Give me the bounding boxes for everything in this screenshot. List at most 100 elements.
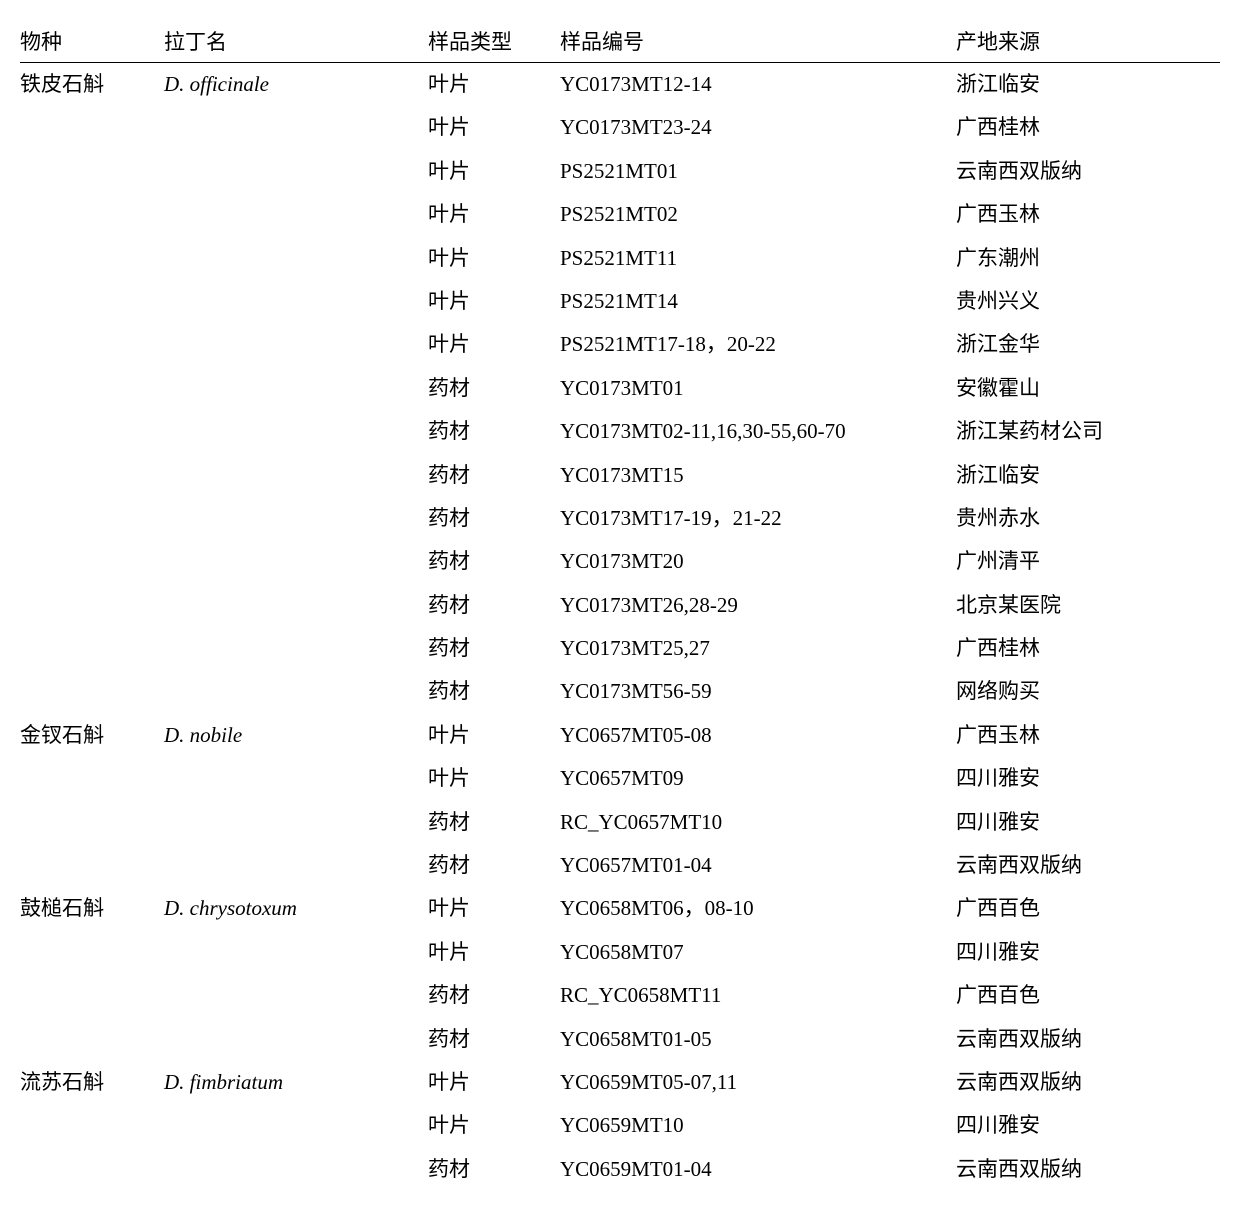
cell-latin — [164, 497, 428, 540]
cell-sample-type: 药材 — [428, 1148, 560, 1191]
cell-sample-id: PS2521MT14 — [560, 280, 956, 323]
table-row: 叶片PS2521MT01云南西双版纳 — [20, 150, 1220, 193]
cell-origin: 贵州兴义 — [956, 280, 1220, 323]
cell-sample-id: YC0658MT06，08-10 — [560, 887, 956, 930]
cell-origin: 广州清平 — [956, 540, 1220, 583]
cell-sample-id: YC0657MT09 — [560, 757, 956, 800]
cell-sample-id: YC0173MT12-14 — [560, 63, 956, 107]
cell-species: 流苏石斛 — [20, 1061, 164, 1104]
cell-sample-type: 叶片 — [428, 1061, 560, 1104]
table-row: 药材YC0173MT01安徽霍山 — [20, 367, 1220, 410]
cell-latin — [164, 1018, 428, 1061]
cell-sample-id: YC0173MT25,27 — [560, 627, 956, 670]
table-row: 药材YC0173MT56-59网络购买 — [20, 670, 1220, 713]
header-sample-type: 样品类型 — [428, 20, 560, 63]
cell-latin — [164, 931, 428, 974]
cell-origin: 浙江某药材公司 — [956, 410, 1220, 453]
cell-origin: 广西百色 — [956, 887, 1220, 930]
header-origin: 产地来源 — [956, 20, 1220, 63]
cell-species — [20, 454, 164, 497]
cell-latin — [164, 367, 428, 410]
header-sample-id: 样品编号 — [560, 20, 956, 63]
cell-species: 铁皮石斛 — [20, 63, 164, 107]
table-row: 药材YC0658MT01-05云南西双版纳 — [20, 1018, 1220, 1061]
cell-sample-type: 药材 — [428, 454, 560, 497]
cell-species — [20, 931, 164, 974]
cell-sample-type: 药材 — [428, 801, 560, 844]
cell-sample-id: YC0173MT20 — [560, 540, 956, 583]
cell-sample-type: 叶片 — [428, 931, 560, 974]
cell-sample-id: YC0658MT07 — [560, 931, 956, 974]
table-row: 药材YC0173MT02-11,16,30-55,60-70浙江某药材公司 — [20, 410, 1220, 453]
cell-species — [20, 1018, 164, 1061]
cell-species — [20, 367, 164, 410]
cell-sample-id: PS2521MT02 — [560, 193, 956, 236]
cell-sample-id: YC0657MT01-04 — [560, 844, 956, 887]
table-row: 药材YC0173MT17-19，21-22贵州赤水 — [20, 497, 1220, 540]
cell-sample-id: YC0173MT26,28-29 — [560, 584, 956, 627]
cell-sample-type: 药材 — [428, 410, 560, 453]
cell-sample-type: 药材 — [428, 540, 560, 583]
cell-sample-type: 药材 — [428, 1018, 560, 1061]
cell-sample-id: YC0173MT01 — [560, 367, 956, 410]
cell-sample-id: YC0659MT10 — [560, 1104, 956, 1147]
cell-sample-id: YC0658MT01-05 — [560, 1018, 956, 1061]
cell-sample-type: 叶片 — [428, 237, 560, 280]
cell-species — [20, 584, 164, 627]
table-row: 药材RC_YC0658MT11广西百色 — [20, 974, 1220, 1017]
cell-species — [20, 757, 164, 800]
cell-species: 鼓槌石斛 — [20, 887, 164, 930]
cell-species — [20, 280, 164, 323]
table-body: 铁皮石斛D. officinale叶片YC0173MT12-14浙江临安叶片YC… — [20, 63, 1220, 1192]
cell-species — [20, 193, 164, 236]
cell-origin: 云南西双版纳 — [956, 150, 1220, 193]
cell-origin: 安徽霍山 — [956, 367, 1220, 410]
cell-species — [20, 150, 164, 193]
table-row: 叶片PS2521MT17-18，20-22浙江金华 — [20, 323, 1220, 366]
cell-sample-type: 药材 — [428, 844, 560, 887]
cell-species — [20, 844, 164, 887]
cell-latin — [164, 670, 428, 713]
cell-sample-id: YC0173MT23-24 — [560, 106, 956, 149]
cell-sample-id: YC0659MT01-04 — [560, 1148, 956, 1191]
cell-sample-id: RC_YC0657MT10 — [560, 801, 956, 844]
cell-sample-id: YC0173MT02-11,16,30-55,60-70 — [560, 410, 956, 453]
cell-origin: 四川雅安 — [956, 1104, 1220, 1147]
cell-species — [20, 323, 164, 366]
table-row: 叶片YC0659MT10四川雅安 — [20, 1104, 1220, 1147]
cell-species — [20, 801, 164, 844]
cell-sample-type: 药材 — [428, 584, 560, 627]
cell-latin — [164, 150, 428, 193]
cell-sample-type: 叶片 — [428, 887, 560, 930]
cell-sample-type: 叶片 — [428, 714, 560, 757]
cell-origin: 四川雅安 — [956, 801, 1220, 844]
cell-origin: 北京某医院 — [956, 584, 1220, 627]
sample-table: 物种 拉丁名 样品类型 样品编号 产地来源 铁皮石斛D. officinale叶… — [20, 20, 1220, 1191]
cell-latin: D. officinale — [164, 63, 428, 107]
table-row: 药材YC0659MT01-04云南西双版纳 — [20, 1148, 1220, 1191]
table-row: 叶片PS2521MT02广西玉林 — [20, 193, 1220, 236]
cell-sample-type: 叶片 — [428, 1104, 560, 1147]
cell-latin: D. chrysotoxum — [164, 887, 428, 930]
header-latin: 拉丁名 — [164, 20, 428, 63]
table-row: 药材YC0173MT26,28-29北京某医院 — [20, 584, 1220, 627]
table-row: 药材YC0173MT15浙江临安 — [20, 454, 1220, 497]
cell-latin — [164, 193, 428, 236]
cell-latin — [164, 1148, 428, 1191]
cell-species — [20, 670, 164, 713]
cell-latin: D. nobile — [164, 714, 428, 757]
cell-origin: 网络购买 — [956, 670, 1220, 713]
cell-species — [20, 106, 164, 149]
cell-origin: 云南西双版纳 — [956, 1061, 1220, 1104]
cell-sample-id: YC0659MT05-07,11 — [560, 1061, 956, 1104]
cell-species — [20, 237, 164, 280]
table-row: 鼓槌石斛D. chrysotoxum叶片YC0658MT06，08-10广西百色 — [20, 887, 1220, 930]
cell-sample-id: YC0173MT15 — [560, 454, 956, 497]
cell-origin: 贵州赤水 — [956, 497, 1220, 540]
cell-latin — [164, 974, 428, 1017]
cell-sample-id: YC0657MT05-08 — [560, 714, 956, 757]
table-row: 叶片YC0657MT09四川雅安 — [20, 757, 1220, 800]
cell-origin: 广西桂林 — [956, 106, 1220, 149]
cell-sample-type: 叶片 — [428, 63, 560, 107]
cell-origin: 四川雅安 — [956, 757, 1220, 800]
